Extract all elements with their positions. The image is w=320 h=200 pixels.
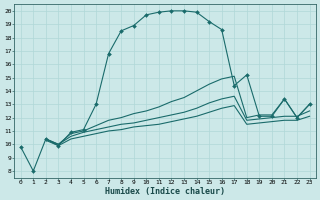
X-axis label: Humidex (Indice chaleur): Humidex (Indice chaleur) (105, 187, 225, 196)
